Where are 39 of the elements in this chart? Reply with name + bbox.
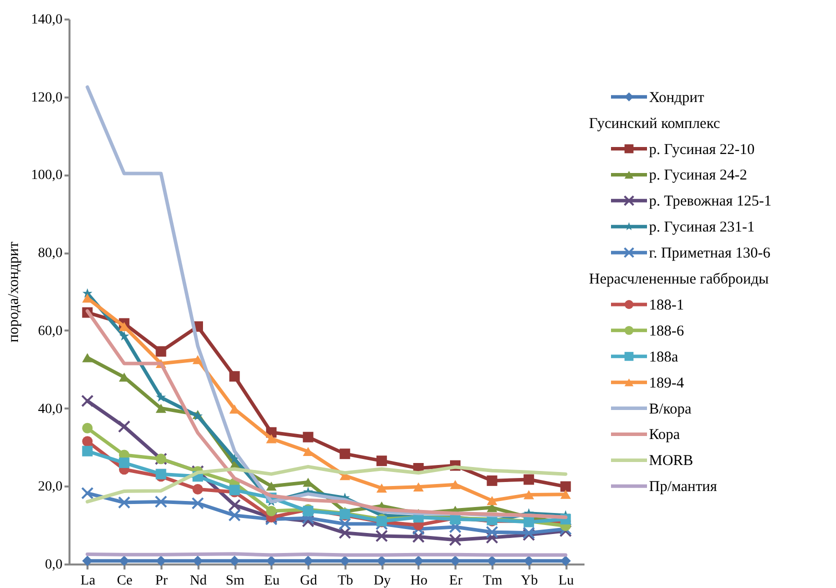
x-tick-label: Ho xyxy=(410,574,428,588)
y-tick-label: 80,0 xyxy=(38,246,62,262)
x-tick-label: Tb xyxy=(338,574,354,588)
x-tick-label: Dy xyxy=(374,574,391,588)
x-tick-label: Tm xyxy=(482,574,502,588)
legend-label: Хондрит xyxy=(649,90,705,106)
x-tick-label: Eu xyxy=(264,574,280,588)
legend-label: р. Гусиная 22-10 xyxy=(649,142,755,158)
y-tick-label: 40,0 xyxy=(38,402,62,417)
legend-label: р. Тревожная 125-1 xyxy=(649,194,772,210)
legend-label: г. Приметная 130-6 xyxy=(649,246,771,262)
legend-label: р. Гусиная 24-2 xyxy=(649,168,748,184)
legend-label: 188-1 xyxy=(649,297,684,314)
y-tick-label: 100,0 xyxy=(31,168,62,184)
legend-label: 188a xyxy=(649,349,678,366)
x-tick-label: Ce xyxy=(116,574,132,588)
x-tick-label: Lu xyxy=(558,574,574,588)
legend-label: В/кора xyxy=(649,401,692,418)
y-tick-label: 60,0 xyxy=(38,324,62,339)
text: Нерасчлененные габброиды xyxy=(589,272,769,288)
y-axis-title: порода/хондрит xyxy=(6,241,22,342)
legend-label: р. Гусиная 231-1 xyxy=(649,220,755,236)
legend-label: MORB xyxy=(649,453,694,470)
x-tick-label: Er xyxy=(449,574,463,588)
y-tick-label: 140,0 xyxy=(31,12,62,28)
legend-label: Кора xyxy=(649,427,680,444)
y-tick-label: 120,0 xyxy=(31,90,62,106)
x-tick-label: Nd xyxy=(190,574,207,588)
legend-label: Пр/мантия xyxy=(649,479,718,496)
x-tick-label: Pr xyxy=(155,574,168,588)
y-tick-label: 20,0 xyxy=(38,480,62,495)
x-tick-label: Yb xyxy=(520,574,538,588)
y-tick-label: 0,0 xyxy=(45,558,62,572)
x-tick-label: Sm xyxy=(226,574,244,588)
text: Гусинский комплекс xyxy=(589,116,720,132)
legend-label: 188-6 xyxy=(649,323,684,340)
x-tick-label: La xyxy=(80,574,96,588)
legend-label: 189-4 xyxy=(649,375,684,392)
x-tick-label: Gd xyxy=(300,574,318,588)
